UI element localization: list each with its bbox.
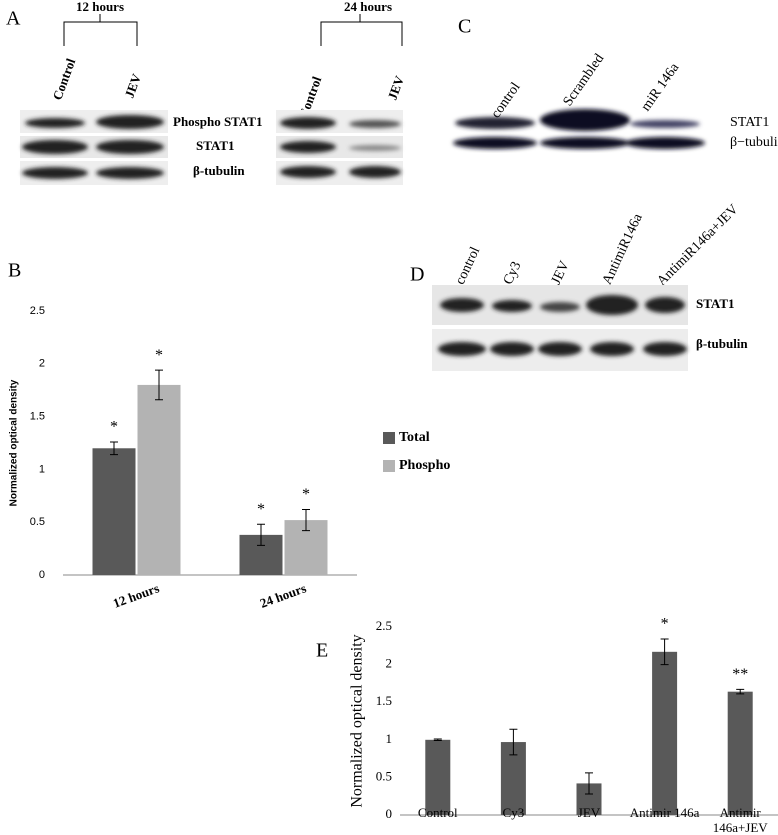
bracket [320,14,403,46]
y-tick-label: 0 [39,569,45,581]
blot [453,109,705,149]
lane-label: Scrambled [561,51,608,109]
y-axis-title: Normalized optical density [9,379,20,506]
band-label: β-tubulin [696,336,748,351]
y-tick-label: 1 [39,463,45,475]
lane-label: Cy3 [501,260,524,287]
y-tick-label: 2 [39,358,45,370]
lane-label: AntimiR146a [600,211,646,287]
group-title: 24 hours [344,0,392,14]
y-tick-label: 1.5 [30,411,45,423]
band-label: STAT1 [730,115,769,130]
bar [137,384,181,575]
error-bar [155,369,163,401]
y-tick-label: 0.5 [30,516,45,528]
y-tick-label: 2.5 [30,305,45,317]
legend-key [383,460,395,472]
band-label: Phospho STAT1 [173,114,262,129]
panel-c: control Scrambled miR 146a STAT1 β−tubul… [453,51,778,150]
legend-key [383,432,395,444]
error-bar [660,638,669,666]
lane-label: miR 146a [639,60,683,114]
significance-mark: * [302,486,310,503]
x-tick-label: Control [417,805,458,820]
significance-mark: * [155,347,163,364]
y-tick-label: 1 [386,731,393,746]
y-tick-label: 0.5 [376,768,392,783]
significance-mark: ** [732,666,748,683]
y-tick-label: 1.5 [376,693,392,708]
legend-label: Phospho [399,458,450,473]
x-tick-label: Cy3 [502,805,525,820]
error-bar [585,772,593,795]
y-tick-label: 2.5 [376,618,392,633]
error-bar [110,441,118,456]
band-label: β-tubulin [193,163,245,178]
blot [20,110,403,185]
significance-mark: * [661,616,669,633]
x-tick-label: Antimir 146a [629,805,700,820]
panel-d: control Cy3 JEV AntimiR146a AntimiR146a+… [432,202,748,371]
group-title: 12 hours [76,0,124,14]
error-bar [257,523,265,546]
panel-label: C [458,16,471,38]
error-bar [302,509,310,532]
panel-label: D [410,264,424,286]
x-tick-label: 24 hours [258,580,308,611]
y-tick-label: 2 [386,656,393,671]
lane-label: JEV [122,71,145,100]
blot [432,285,688,371]
y-axis-title: Normalized optical density [349,634,366,807]
band-label: STAT1 [696,296,735,311]
error-bar [433,738,442,742]
bracket [63,14,138,46]
band-label: β−tubulin [730,135,778,150]
bar [425,739,451,815]
x-tick-label: JEV [577,805,601,820]
x-tick-label: 12 hours [111,580,161,611]
lane-label: JEV [549,259,573,287]
lane-label: Control [50,56,79,102]
panel-label: B [8,260,21,282]
error-bar [509,728,518,756]
legend-label: Total [399,430,430,445]
bar [727,691,753,815]
bar [92,448,136,575]
bar [652,651,678,815]
error-bar [736,688,745,695]
panel-label: A [6,8,21,30]
significance-mark: * [257,501,265,518]
band-label: STAT1 [196,138,235,153]
x-tick-label: Antimir 146a+JEV [712,805,768,835]
lane-label: control [489,80,524,121]
panel-label: E [316,640,328,662]
panel-a: 12 hours Control JEV 24 hours Control JE… [20,0,407,185]
significance-mark: * [110,419,118,436]
lane-label: AntimiR146a+JEV [654,202,741,289]
lane-label: control [453,245,483,287]
lane-label: JEV [385,73,408,102]
y-tick-label: 0 [386,806,393,821]
